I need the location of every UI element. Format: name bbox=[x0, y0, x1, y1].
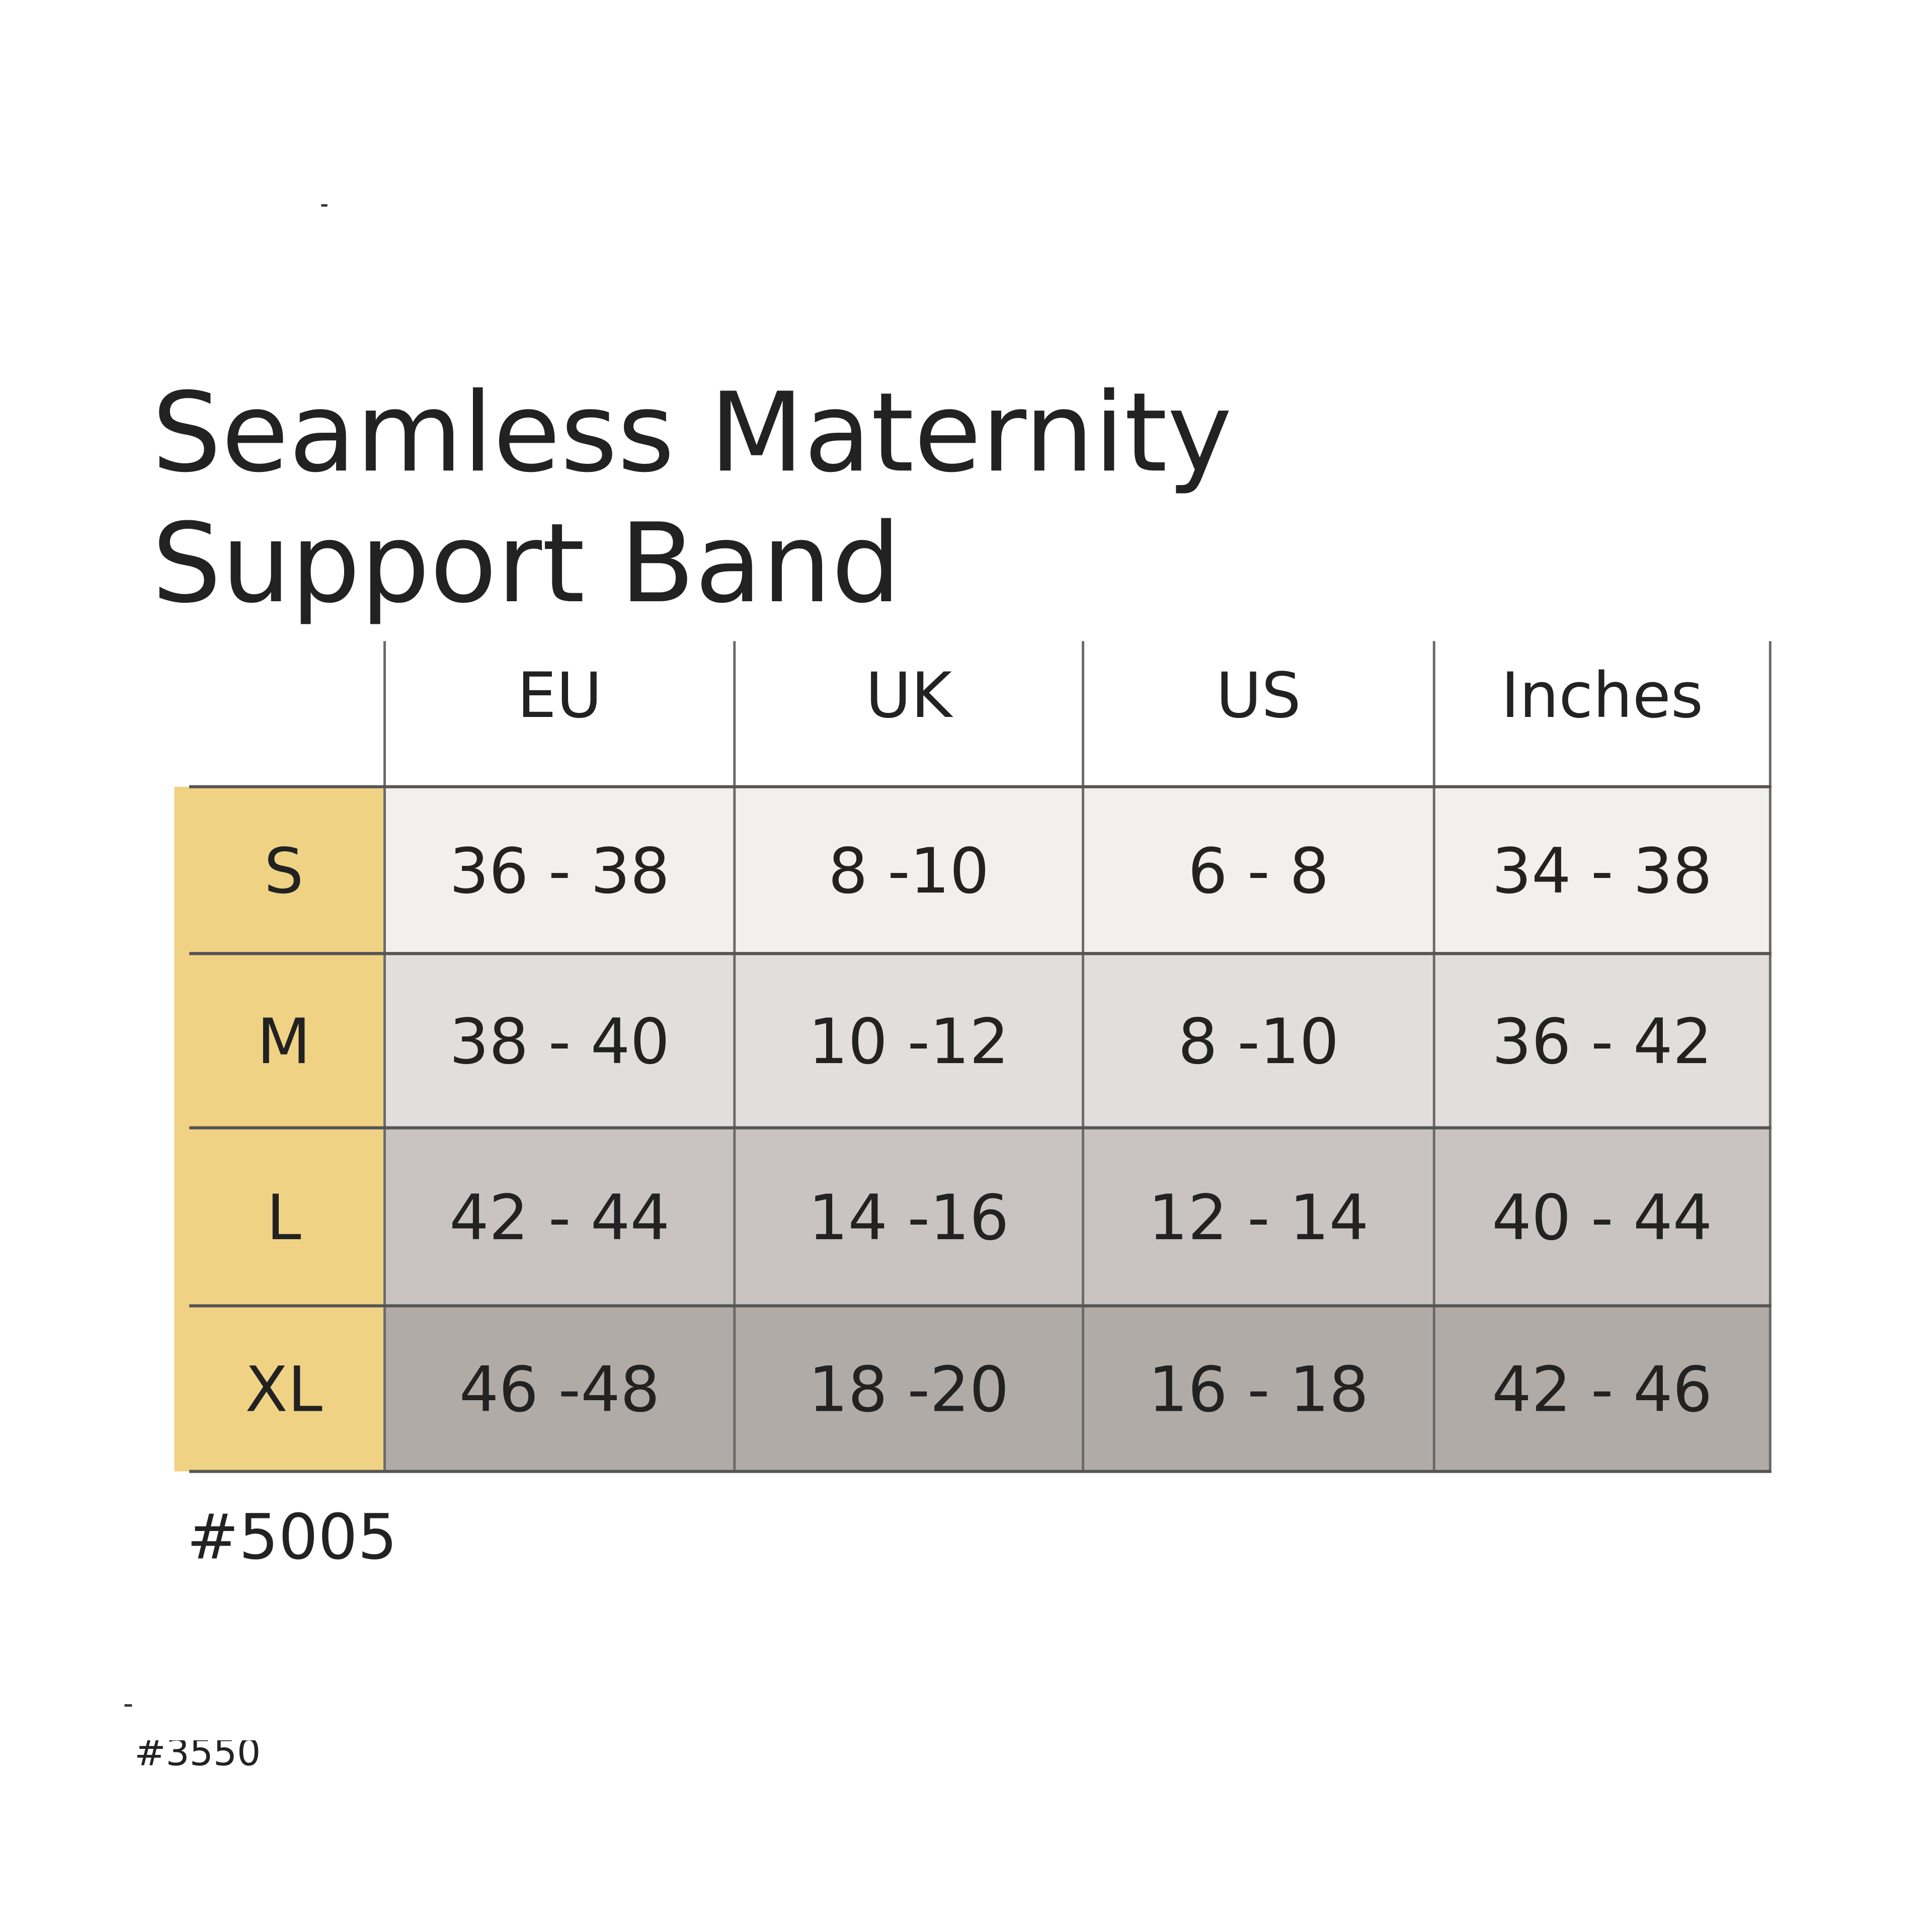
cell: 12 - 14 bbox=[1148, 1182, 1369, 1254]
cell: 6 - 8 bbox=[1188, 835, 1329, 908]
cell: 38 - 40 bbox=[449, 1006, 670, 1078]
title-line: Support Band bbox=[152, 500, 901, 627]
title-line: Seamless Maternity bbox=[152, 369, 1232, 497]
size-label: M bbox=[257, 1006, 311, 1078]
row-background bbox=[384, 1306, 1770, 1472]
cell: 8 -10 bbox=[828, 835, 989, 908]
column-header: US bbox=[1216, 660, 1301, 732]
row-background bbox=[384, 1128, 1770, 1306]
speck bbox=[124, 1704, 132, 1707]
row-background bbox=[384, 786, 1770, 954]
cell: 40 - 44 bbox=[1492, 1182, 1712, 1254]
cell: 46 -48 bbox=[459, 1354, 660, 1426]
size-label: S bbox=[264, 835, 304, 908]
cell: 34 - 38 bbox=[1492, 835, 1712, 908]
column-header: UK bbox=[865, 660, 953, 732]
column-header: EU bbox=[517, 660, 602, 732]
size-label: L bbox=[267, 1182, 301, 1254]
cell: 10 -12 bbox=[809, 1006, 1009, 1078]
cell: 42 - 44 bbox=[449, 1182, 670, 1254]
cell: 36 - 42 bbox=[1492, 1006, 1712, 1078]
footnote: #5005 bbox=[187, 1501, 397, 1574]
cropped-note: #3550 bbox=[134, 1730, 261, 1774]
cell: 8 -10 bbox=[1178, 1006, 1339, 1078]
column-header: Inches bbox=[1501, 660, 1703, 732]
cell: 36 - 38 bbox=[449, 835, 670, 908]
cell: 16 - 18 bbox=[1148, 1354, 1369, 1426]
row-background bbox=[384, 953, 1770, 1128]
size-table: EU UK US Inches S 36 - 38 8 -10 6 - 8 34 - 38 M 38… bbox=[174, 641, 1772, 1473]
cell: 42 - 46 bbox=[1492, 1354, 1712, 1426]
cell: 14 -16 bbox=[809, 1182, 1009, 1254]
cell: 18 -20 bbox=[809, 1354, 1009, 1426]
speck bbox=[321, 204, 328, 207]
size-label: XL bbox=[245, 1354, 323, 1426]
